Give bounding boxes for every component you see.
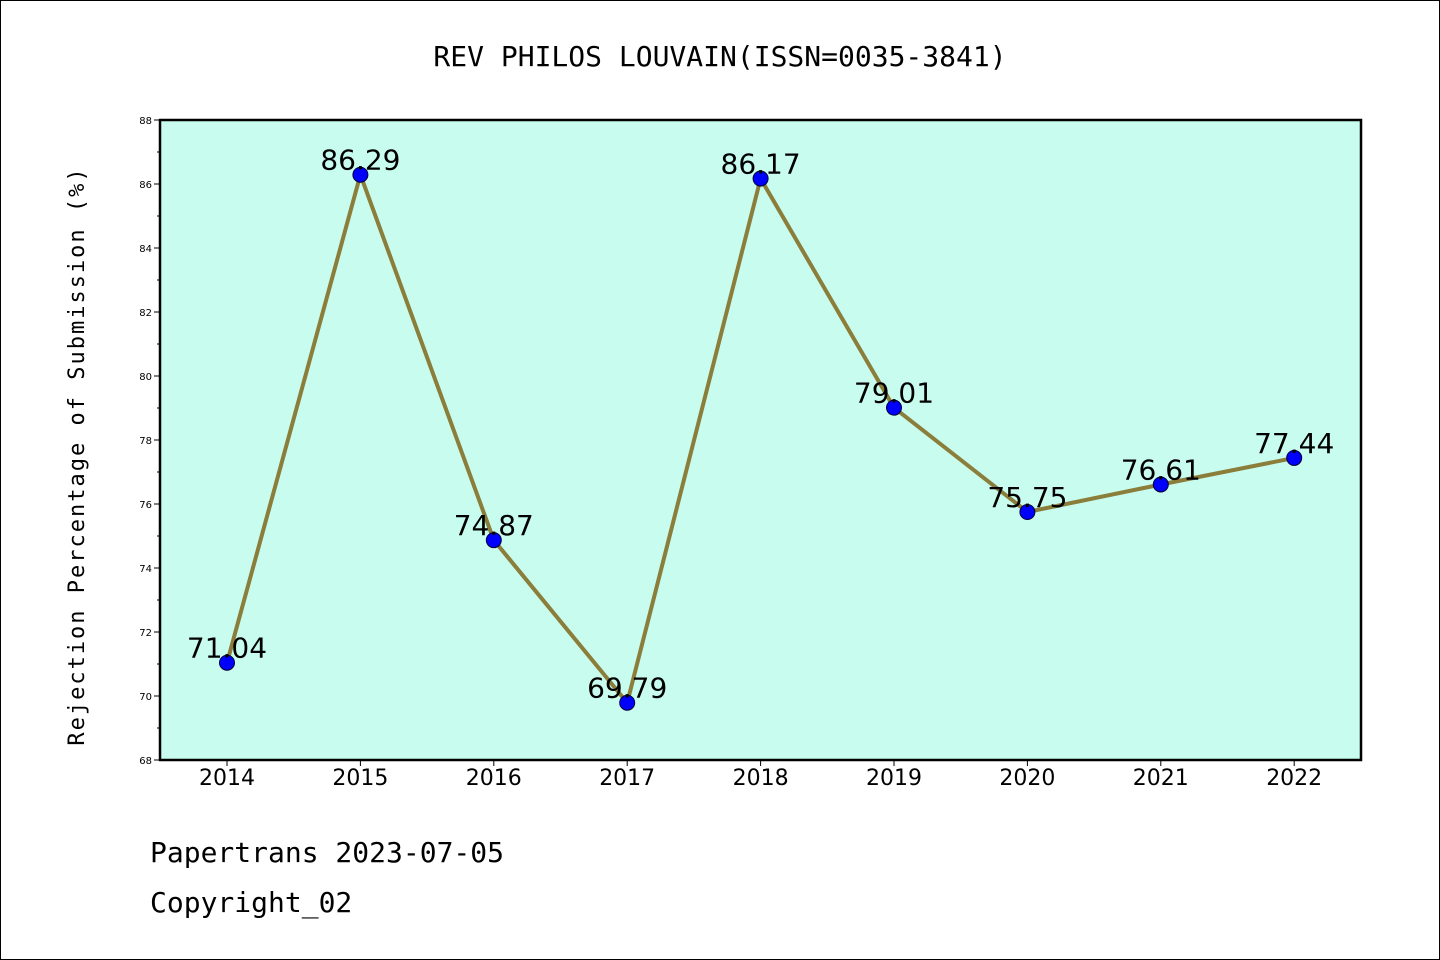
y-tick-label: 68: [139, 756, 152, 767]
data-labels: 71.04 86.29 74.87 69.79 86.17 79.01 75.75 76.61…: [187, 144, 1334, 705]
y-axis-label: Rejection Percentage of Submission (%): [65, 166, 90, 745]
x-tick-label: 2014: [199, 766, 255, 791]
y-tick-label: 82: [139, 308, 152, 319]
x-tick-label: 2018: [733, 766, 789, 791]
data-label: 71.04: [187, 632, 267, 665]
data-point: [886, 399, 902, 416]
chart-title: REV PHILOS LOUVAIN(ISSN=0035-3841): [433, 40, 1006, 73]
footer-copyright: Copyright_02: [150, 886, 353, 919]
x-tick-label: 2022: [1266, 766, 1322, 791]
data-label: 69.79: [587, 672, 667, 705]
x-tick-label: 2020: [999, 766, 1055, 791]
data-markers: [219, 166, 1303, 711]
y-tick-label: 72: [139, 628, 152, 639]
data-label: 75.75: [987, 481, 1067, 514]
data-label: 74.87: [454, 509, 534, 542]
y-tick-label: 84: [139, 244, 152, 255]
y-tick-label: 88: [139, 116, 152, 127]
data-label: 86.17: [721, 148, 801, 181]
data-point: [485, 532, 502, 549]
data-point: [352, 166, 369, 183]
plot-area: [158, 118, 1363, 762]
y-tick-label: 78: [139, 436, 152, 447]
data-point: [752, 170, 769, 187]
data-label: 77.44: [1254, 427, 1334, 460]
x-tick-label: 2015: [332, 766, 388, 791]
data-label: 86.29: [320, 144, 400, 177]
data-point: [1019, 504, 1036, 520]
y-tick-label: 70: [139, 692, 152, 703]
data-label: 79.01: [854, 377, 934, 410]
data-label: 76.61: [1121, 453, 1201, 486]
y-tick-label: 80: [139, 372, 152, 383]
data-point: [219, 654, 235, 671]
y-tick-label: 76: [139, 500, 152, 511]
x-tick-label: 2016: [466, 766, 522, 791]
x-tick-label: 2017: [599, 766, 655, 791]
x-tick-label: 2021: [1133, 766, 1189, 791]
data-point: [1152, 476, 1169, 493]
y-tick-label: 74: [139, 564, 152, 575]
y-tick-label: 86: [139, 180, 152, 191]
axis-ticks: 68 70 72 74 76 78 80 82 84 86 88 2014 2015 2016 2017 20…: [139, 116, 1322, 791]
footer-date: Papertrans 2023-07-05: [150, 836, 505, 869]
x-tick-label: 2019: [866, 766, 922, 791]
data-point: [619, 694, 636, 711]
data-point: [1286, 449, 1303, 466]
